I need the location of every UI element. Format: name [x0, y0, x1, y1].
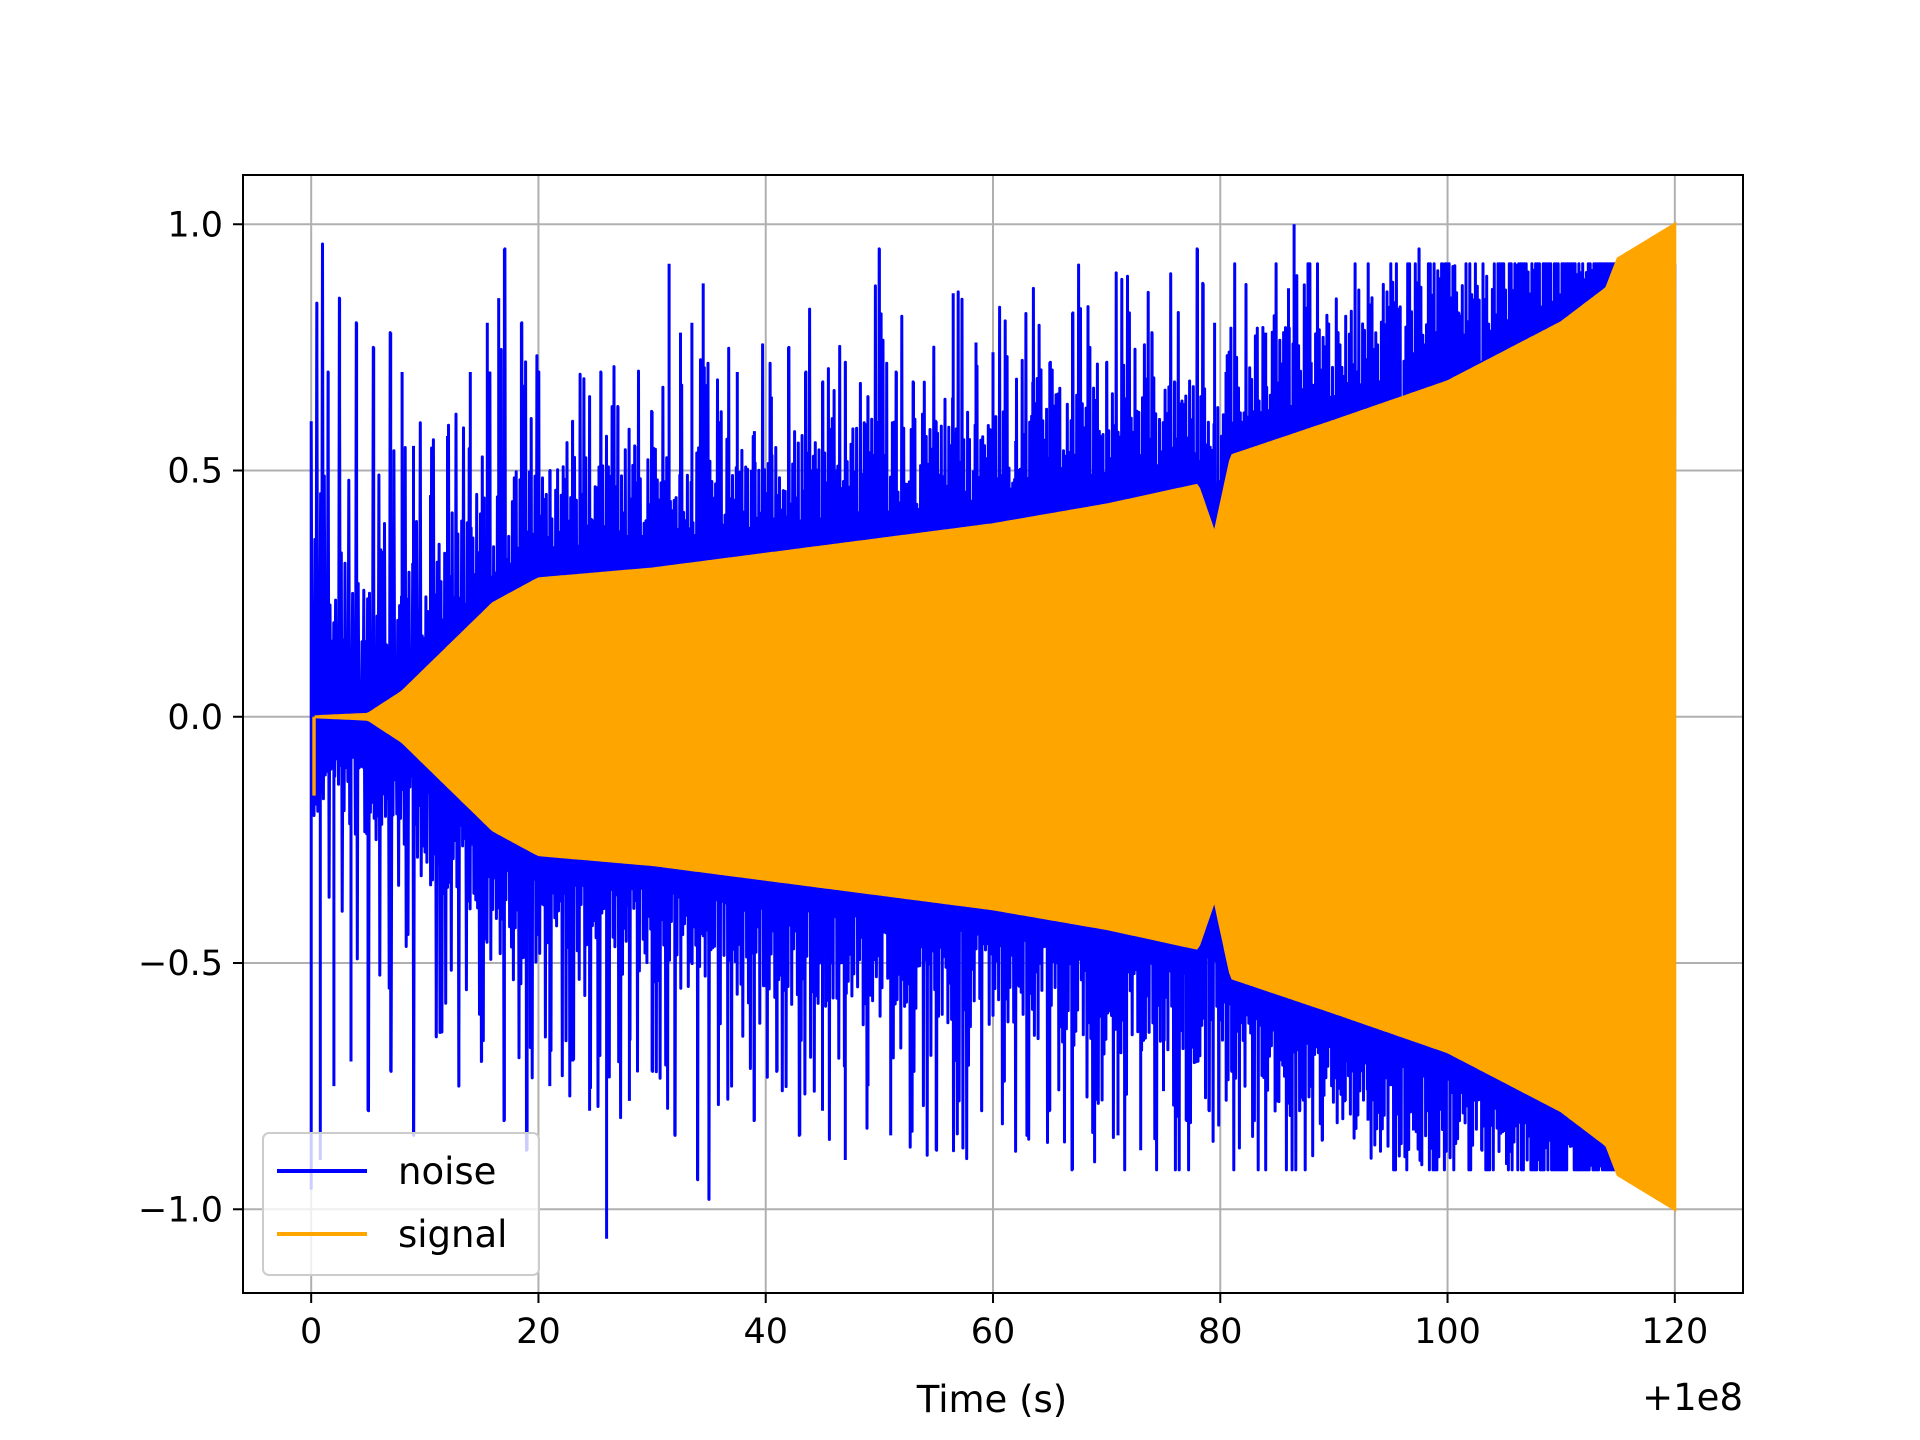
- legend-label-signal: signal: [398, 1213, 507, 1256]
- x-tick-label-5: 100: [1414, 1312, 1481, 1352]
- y-tick-label-4: −1.0: [138, 1190, 223, 1230]
- y-tick-label-3: −0.5: [138, 944, 223, 984]
- legend: noise signal: [262, 1132, 540, 1276]
- x-tick-label-4: 80: [1198, 1312, 1243, 1352]
- y-tick-label-0: 1.0: [167, 205, 223, 245]
- x-offset-label: +1e8: [1642, 1376, 1743, 1419]
- legend-label-noise: noise: [398, 1150, 496, 1193]
- y-ticks: 1.0 0.5 0.0 −0.5 −1.0: [138, 205, 243, 1230]
- series-layer: [309, 221, 1677, 1239]
- y-tick-label-2: 0.0: [167, 698, 223, 738]
- x-ticks: 0 20 40 60 80 100 120: [300, 1293, 1708, 1352]
- x-tick-label-3: 60: [971, 1312, 1016, 1352]
- x-tick-label-1: 20: [516, 1312, 561, 1352]
- x-tick-label-0: 0: [300, 1312, 322, 1352]
- x-axis-label: Time (s): [916, 1378, 1067, 1421]
- series-fill-signal: [314, 221, 1677, 1213]
- x-tick-label-6: 120: [1641, 1312, 1708, 1352]
- y-tick-label-1: 0.5: [167, 452, 223, 492]
- x-tick-label-2: 40: [743, 1312, 788, 1352]
- legend-box: [262, 1132, 540, 1276]
- series-glitch-signal: [312, 716, 316, 796]
